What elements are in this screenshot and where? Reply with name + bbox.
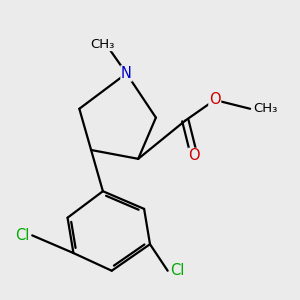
- Text: O: O: [188, 148, 200, 164]
- Text: N: N: [121, 66, 132, 81]
- Text: Cl: Cl: [171, 263, 185, 278]
- Text: CH₃: CH₃: [91, 38, 115, 50]
- Text: O: O: [209, 92, 220, 107]
- Text: Cl: Cl: [15, 228, 29, 243]
- Text: CH₃: CH₃: [253, 102, 278, 115]
